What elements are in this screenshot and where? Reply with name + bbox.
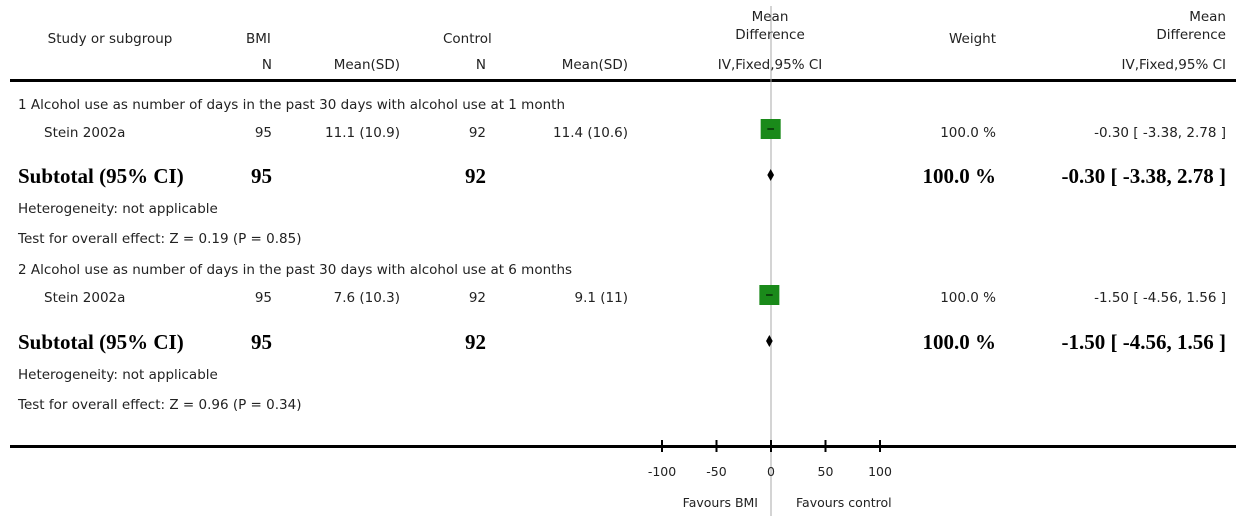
x-axis-tick-label: 50	[818, 464, 834, 479]
header-method-right: IV,Fixed,95% CI	[1121, 57, 1227, 73]
header-group2: Control	[443, 31, 492, 47]
x-axis-tick-label: -50	[706, 464, 726, 479]
heterogeneity-text: Heterogeneity: not applicable	[18, 201, 218, 217]
study-n2: 92	[468, 125, 486, 141]
x-axis-tick-label: 100	[868, 464, 892, 479]
subtotal-label: Subtotal (95% CI)	[18, 330, 184, 354]
study-n2: 92	[468, 290, 486, 306]
header-n1: N	[261, 57, 272, 73]
favours-right-label: Favours control	[796, 495, 892, 510]
subtotal-label: Subtotal (95% CI)	[18, 164, 184, 188]
subtotal-diamond	[767, 169, 775, 181]
header-weight: Weight	[948, 31, 996, 47]
subtotal-n1: 95	[251, 330, 272, 354]
bottom-rule	[10, 445, 1236, 448]
heterogeneity-text: Heterogeneity: not applicable	[18, 367, 218, 383]
subtotal-ci: -0.30 [ -3.38, 2.78 ]	[1061, 164, 1226, 188]
header-mean1: Mean(SD)	[333, 57, 400, 73]
study-mean1: 7.6 (10.3)	[333, 290, 400, 306]
x-axis-tick-label: -100	[648, 464, 676, 479]
subtotal-n2: 92	[465, 164, 486, 188]
subgroup-title: 1 Alcohol use as number of days in the p…	[18, 97, 565, 113]
header-md2-bottom: Difference	[1156, 27, 1226, 43]
subtotal-n1: 95	[251, 164, 272, 188]
header-rule	[10, 79, 1236, 82]
header-mean2: Mean(SD)	[561, 57, 628, 73]
header-n2: N	[475, 57, 486, 73]
header-study: Study or subgroup	[47, 31, 173, 47]
subtotal-weight: 100.0 %	[922, 330, 997, 354]
study-name: Stein 2002a	[44, 290, 126, 306]
study-n1: 95	[254, 290, 272, 306]
study-n1: 95	[254, 125, 272, 141]
subtotal-ci: -1.50 [ -4.56, 1.56 ]	[1061, 330, 1226, 354]
study-name: Stein 2002a	[44, 125, 126, 141]
overall-effect-text: Test for overall effect: Z = 0.96 (P = 0…	[18, 397, 302, 413]
subgroup-title: 2 Alcohol use as number of days in the p…	[18, 262, 573, 278]
x-axis-tick-label: 0	[767, 464, 775, 479]
study-mean2: 9.1 (11)	[574, 290, 628, 306]
study-ci: -0.30 [ -3.38, 2.78 ]	[1094, 125, 1226, 141]
header-method-plot: IV,Fixed,95% CI	[717, 57, 823, 73]
study-weight: 100.0 %	[940, 290, 996, 306]
header-md2-top: Mean	[1189, 9, 1226, 25]
header-md-top: Mean	[751, 9, 789, 25]
header-md-bottom: Difference	[735, 27, 805, 43]
study-ci: -1.50 [ -4.56, 1.56 ]	[1094, 290, 1226, 306]
study-mean2: 11.4 (10.6)	[553, 125, 628, 141]
subtotal-n2: 92	[465, 330, 486, 354]
favours-left-label: Favours BMI	[682, 495, 758, 510]
overall-effect-text: Test for overall effect: Z = 0.19 (P = 0…	[18, 231, 302, 247]
study-weight: 100.0 %	[940, 125, 996, 141]
subtotal-weight: 100.0 %	[922, 164, 997, 188]
subtotal-diamond	[766, 335, 773, 347]
study-mean1: 11.1 (10.9)	[325, 125, 400, 141]
header-group1: BMI	[246, 31, 271, 47]
